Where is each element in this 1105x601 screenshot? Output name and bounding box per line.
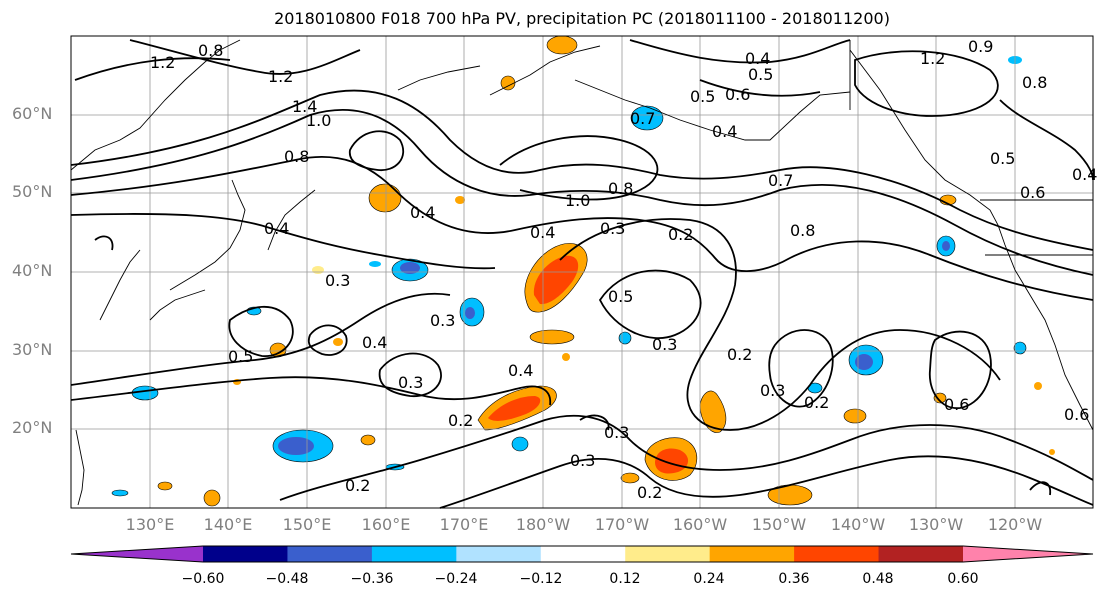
contour-label: 0.8 <box>1022 73 1047 92</box>
contour-label: 0.4 <box>362 333 387 352</box>
contour-label: 0.5 <box>690 87 715 106</box>
contour-label: 1.2 <box>268 67 293 86</box>
contour-label: 0.5 <box>990 149 1015 168</box>
map-title: 2018010800 F018 700 hPa PV, precipitatio… <box>274 9 890 28</box>
colorbar-tick-label: 0.24 <box>693 571 725 587</box>
contour-label: 0.2 <box>804 393 829 412</box>
contour-label: 0.6 <box>944 395 969 414</box>
contour-label: 1.0 <box>306 111 331 130</box>
contour-label: 1.0 <box>565 191 590 210</box>
colorbar-tick-label: −0.12 <box>519 571 563 587</box>
colorbar-segment <box>203 546 288 562</box>
lon-label: 140°E <box>203 515 253 534</box>
lon-label: 120°W <box>987 515 1043 534</box>
contour-label: 0.4 <box>508 361 533 380</box>
contour-label: 0.4 <box>264 219 289 238</box>
colorbar-extend-low <box>71 546 203 562</box>
contour-label: 0.3 <box>600 219 625 238</box>
contour-label: 1.2 <box>920 49 945 68</box>
contour-label: 0.5 <box>748 65 773 84</box>
contour-label: 0.5 <box>228 347 253 366</box>
contour-label: 0.6 <box>1020 183 1045 202</box>
map-frame <box>70 35 1094 509</box>
colorbar-tick-label: −0.60 <box>181 571 225 587</box>
precip-shading-positive <box>157 35 1055 507</box>
colorbar-tick-label: 0.48 <box>862 571 894 587</box>
lat-label: 40°N <box>12 261 53 280</box>
colorbar-tick-label: 0.36 <box>778 571 810 587</box>
contour-label: 0.3 <box>430 311 455 330</box>
colorbar-tick-label: −0.48 <box>265 571 309 587</box>
colorbar-tick-label: −0.24 <box>434 571 478 587</box>
colorbar-segment <box>371 546 457 562</box>
contour-label: 1.2 <box>150 53 175 72</box>
lat-label: 50°N <box>12 182 53 201</box>
contour-label: 0.3 <box>604 423 629 442</box>
colorbar-segment <box>456 546 542 562</box>
colorbar-segment <box>287 546 373 562</box>
lon-label: 160°W <box>672 515 728 534</box>
colorbar-tick-label: −0.36 <box>350 571 394 587</box>
lon-label: 140°W <box>830 515 886 534</box>
contour-label: 0.4 <box>410 203 435 222</box>
contour-labels: 1.2 0.8 1.2 1.4 1.0 0.8 0.4 0.5 0.6 0.7 … <box>150 37 1097 502</box>
contour-label: 0.4 <box>712 122 737 141</box>
colorbar-segment <box>878 546 964 562</box>
contour-label: 0.8 <box>284 147 309 166</box>
contour-label: 0.4 <box>1072 165 1097 184</box>
contour-label: 0.4 <box>745 49 770 68</box>
lat-label: 60°N <box>12 104 53 123</box>
colorbar-segment <box>794 546 880 562</box>
colorbar-tick-label: 0.60 <box>947 571 979 587</box>
contour-label: 0.3 <box>325 271 350 290</box>
contour-label: 0.3 <box>570 451 595 470</box>
coastlines <box>70 39 1094 506</box>
lon-label: 130°E <box>125 515 175 534</box>
pv-contours <box>70 39 1094 509</box>
lon-label: 150°W <box>751 515 807 534</box>
contour-label: 1.4 <box>292 97 317 116</box>
contour-label: 0.8 <box>608 179 633 198</box>
lon-label: 180°W <box>515 515 571 534</box>
colorbar-segment <box>709 546 795 562</box>
contour-label: 0.8 <box>198 41 223 60</box>
graticule <box>71 36 1093 508</box>
contour-label: 0.6 <box>725 85 750 104</box>
lon-label: 160°E <box>361 515 411 534</box>
lat-label: 20°N <box>12 418 53 437</box>
lon-label: 130°W <box>908 515 964 534</box>
colorbar-segment <box>625 546 711 562</box>
contour-label: 0.2 <box>668 225 693 244</box>
contour-label: 0.4 <box>530 223 555 242</box>
colorbar-tick-label: 0.12 <box>609 571 641 587</box>
contour-label: 0.2 <box>727 345 752 364</box>
contour-label: 0.6 <box>1064 405 1089 424</box>
lon-label: 150°E <box>282 515 332 534</box>
contour-label: 0.3 <box>398 373 423 392</box>
colorbar-segment <box>540 546 626 562</box>
colorbar <box>70 545 1094 563</box>
lat-label: 30°N <box>12 340 53 359</box>
contour-label: 0.7 <box>768 171 793 190</box>
contour-label: 0.2 <box>448 411 473 430</box>
lon-label: 170°E <box>439 515 489 534</box>
contour-label: 0.9 <box>968 37 993 56</box>
colorbar-extend-high <box>963 546 1093 562</box>
contour-label: 0.3 <box>760 381 785 400</box>
contour-label: 0.5 <box>608 287 633 306</box>
contour-label: 0.8 <box>790 221 815 240</box>
contour-label: 0.2 <box>345 476 370 495</box>
contour-label: 0.2 <box>637 483 662 502</box>
contour-label: 0.3 <box>652 335 677 354</box>
contour-label: 0.7 <box>630 109 655 128</box>
lon-label: 170°W <box>594 515 650 534</box>
